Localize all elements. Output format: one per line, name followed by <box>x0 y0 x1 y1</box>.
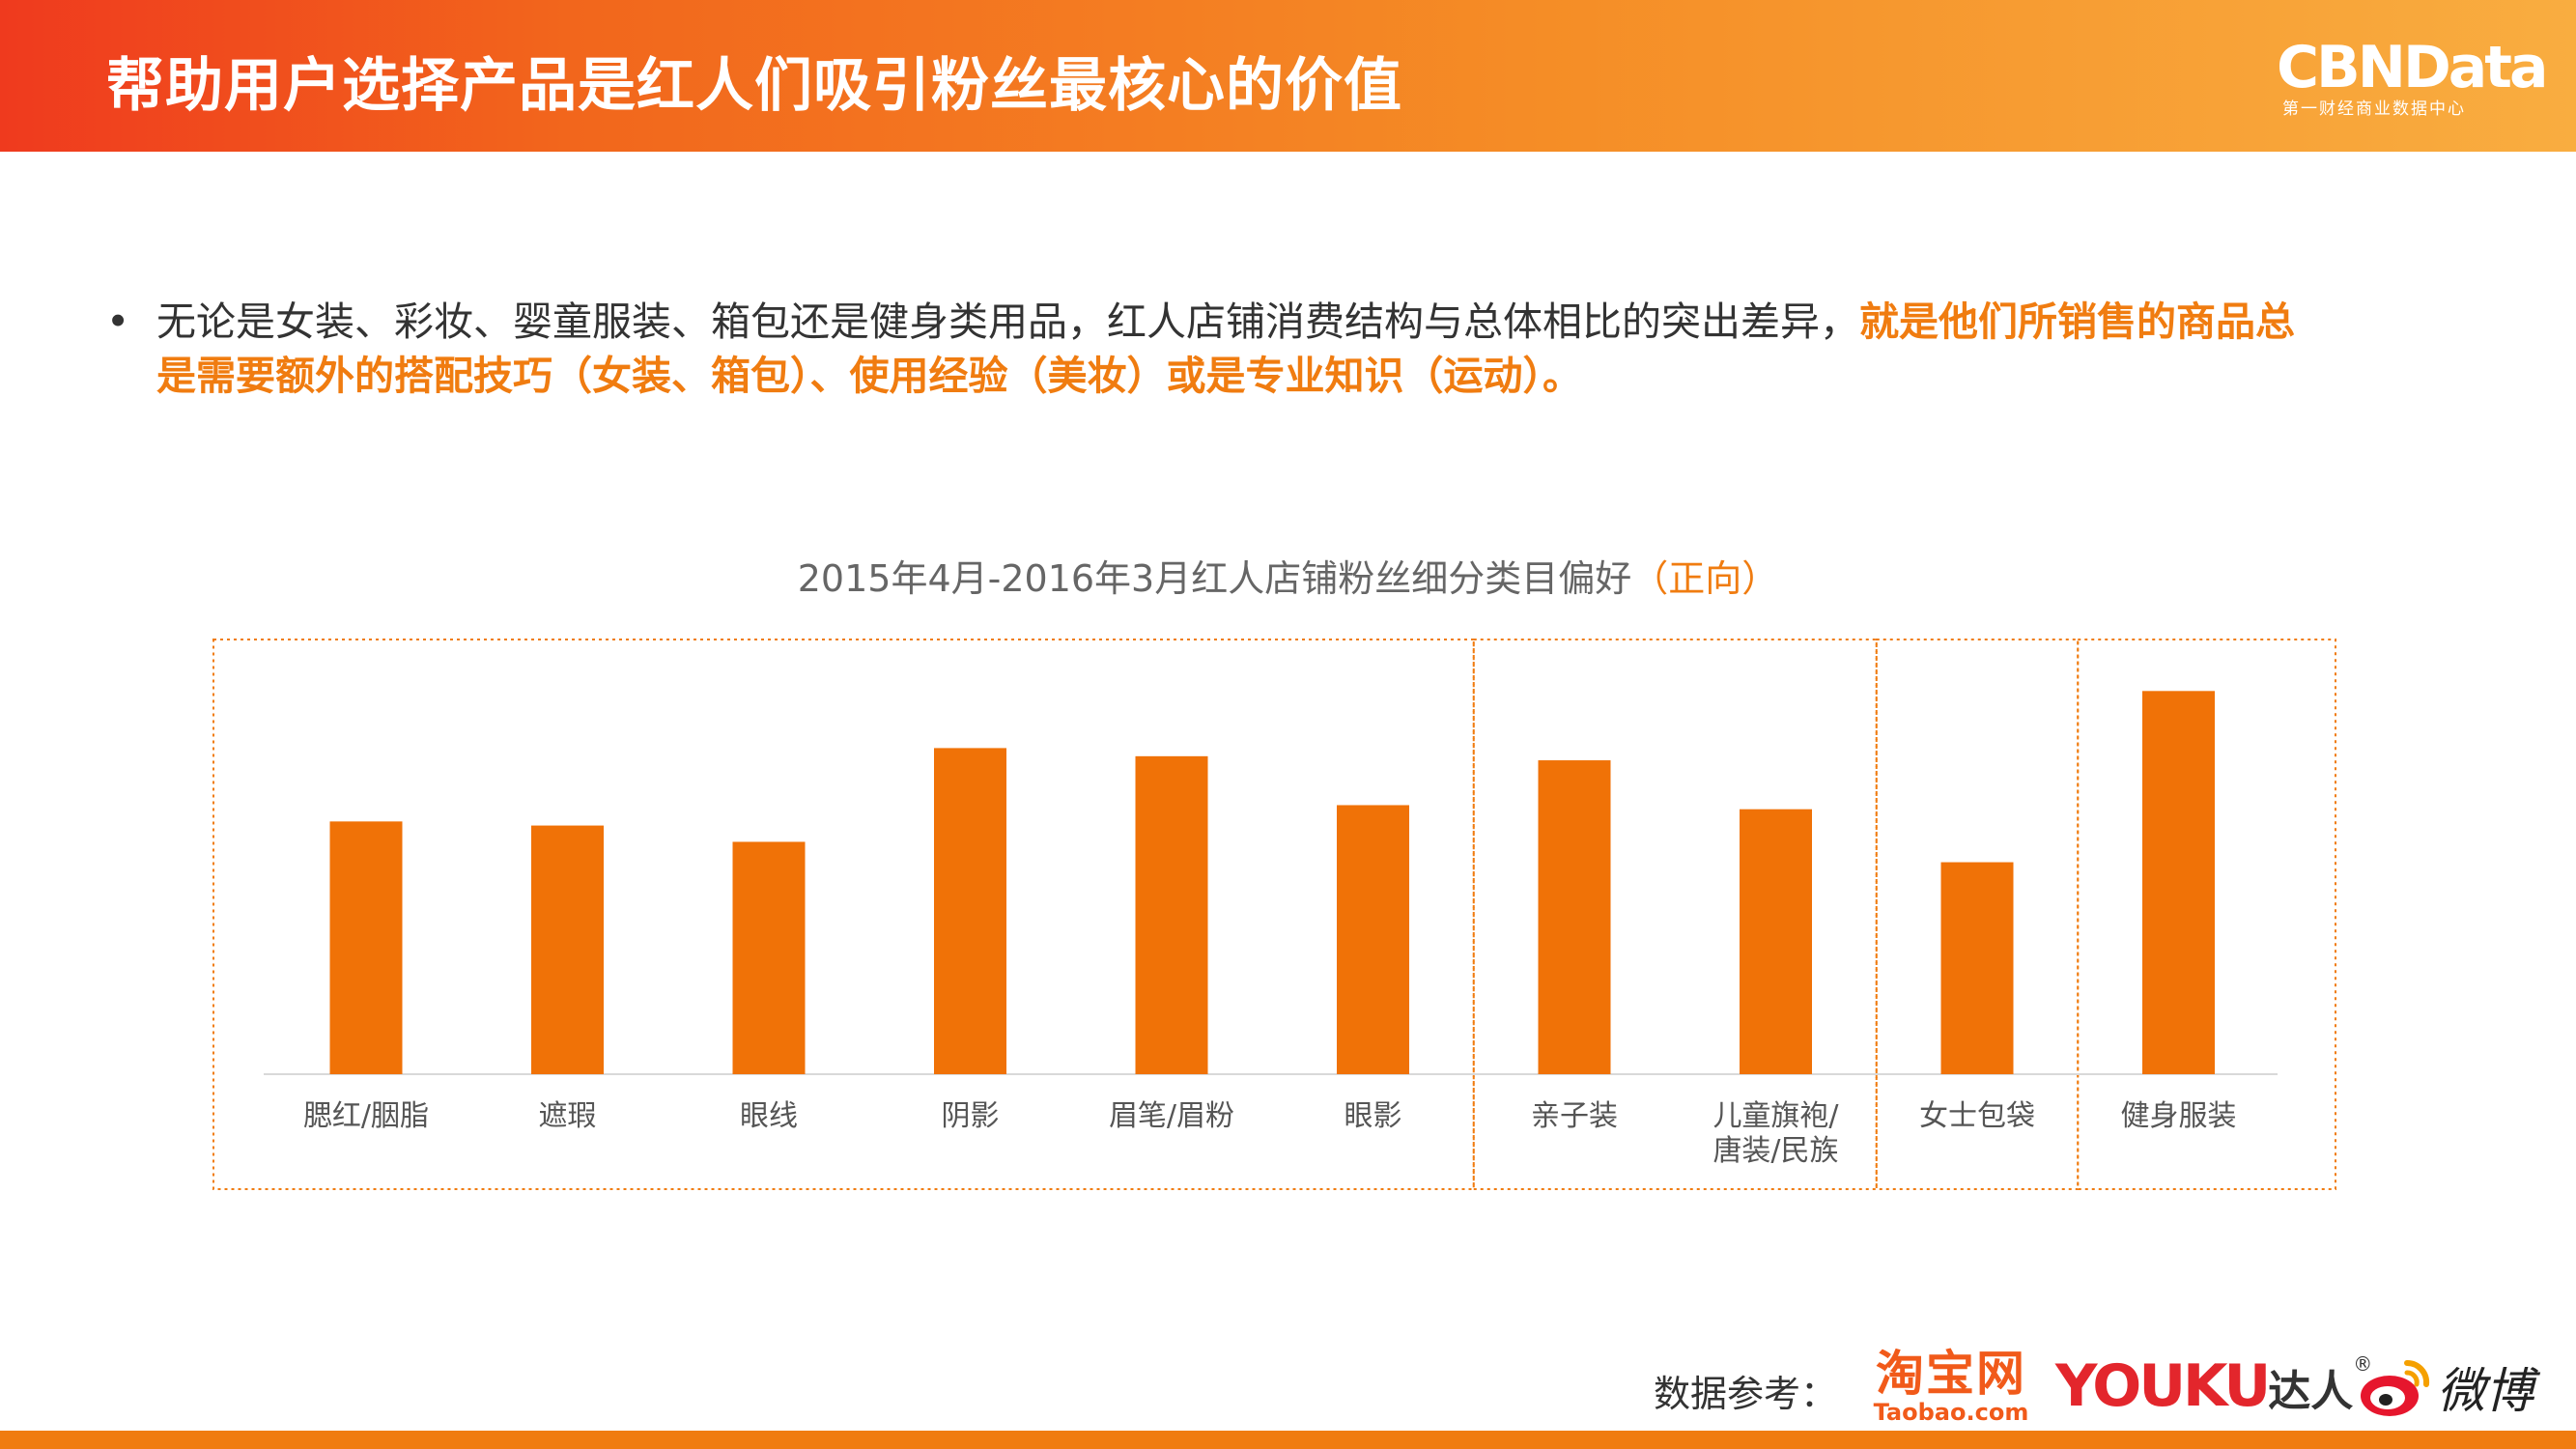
x-tick-label: 儿童旗袍/唐装/民族 <box>1713 1099 1839 1168</box>
x-tick-label: 眼影 <box>1345 1099 1402 1133</box>
youku-logo-reg: ® <box>2353 1352 2373 1376</box>
bullet-text: 无论是女装、彩妆、婴童服装、箱包还是健身类用品，红人店铺消费结构与总体相比的突出… <box>156 295 2318 403</box>
data-source-label: 数据参考： <box>1654 1373 1838 1415</box>
youku-logo-word: YOUKU <box>2055 1352 2271 1420</box>
x-tick-label: 阴影 <box>942 1099 1000 1133</box>
bar <box>732 841 806 1074</box>
weibo-logo-text: 微博 <box>2437 1363 2534 1419</box>
weibo-icon <box>2361 1359 2430 1416</box>
bar <box>1337 805 1409 1074</box>
bullet-paragraph: • 无论是女装、彩妆、婴童服装、箱包还是健身类用品，红人店铺消费结构与总体相比的… <box>106 295 2318 403</box>
bar <box>934 748 1006 1074</box>
youku-logo-daren: 达人 <box>2268 1367 2354 1416</box>
x-tick-label: 腮红/胭脂 <box>303 1099 429 1133</box>
x-tick-label: 眉笔/眉粉 <box>1109 1099 1234 1133</box>
bar <box>1740 809 1812 1074</box>
cbndata-logo: CBNData 第一财经商业数据中心 <box>2277 34 2548 119</box>
x-tick-label: 亲子装 <box>1531 1099 1618 1133</box>
header-banner: 帮助用户选择产品是红人们吸引粉丝最核心的价值 CBNData 第一财经商业数据中… <box>0 0 2576 152</box>
taobao-logo-cn: 淘宝网 <box>1876 1346 2026 1402</box>
chart-title: 2015年4月-2016年3月红人店铺粉丝细分类目偏好（正向） <box>0 549 2576 602</box>
x-tick-label: 遮瑕 <box>539 1099 597 1133</box>
youku-daren-logo: YOUKU达人® <box>2055 1352 2372 1420</box>
bar <box>2142 691 2215 1074</box>
bottom-bar <box>0 1431 2576 1449</box>
bar <box>329 821 403 1074</box>
chart-title-main: 2015年4月-2016年3月红人店铺粉丝细分类目偏好 <box>797 557 1632 600</box>
page-title: 帮助用户选择产品是红人们吸引粉丝最核心的价值 <box>106 52 1402 120</box>
taobao-logo-en: Taobao.com <box>1873 1399 2029 1426</box>
taobao-logo: 淘宝网 Taobao.com <box>1869 1348 2033 1425</box>
category-group-box <box>1472 639 1878 1190</box>
bar <box>1940 862 2014 1074</box>
x-tick-label: 眼线 <box>740 1099 798 1133</box>
x-tick-label: 女士包袋 <box>1919 1099 2035 1133</box>
bullet-plain-text: 无论是女装、彩妆、婴童服装、箱包还是健身类用品，红人店铺消费结构与总体相比的突出… <box>156 298 1859 345</box>
logo-name: CBNData <box>2277 34 2548 101</box>
bar <box>531 825 604 1074</box>
weibo-logo: 微博 <box>2357 1352 2534 1422</box>
logo-subtitle: 第一财经商业数据中心 <box>2282 99 2466 119</box>
bar <box>1538 760 1611 1074</box>
x-tick-label: 健身服装 <box>2121 1099 2237 1133</box>
chart-title-accent: （正向） <box>1631 557 1779 600</box>
bullet-highlight-text: 就是他们所销售的商品总是需要额外的搭配技巧（女装、箱包）、使用经验（美妆）或是专… <box>156 298 2295 399</box>
category-group-box <box>2077 639 2336 1190</box>
bullet-marker: • <box>106 298 130 345</box>
bar <box>1135 755 1208 1074</box>
